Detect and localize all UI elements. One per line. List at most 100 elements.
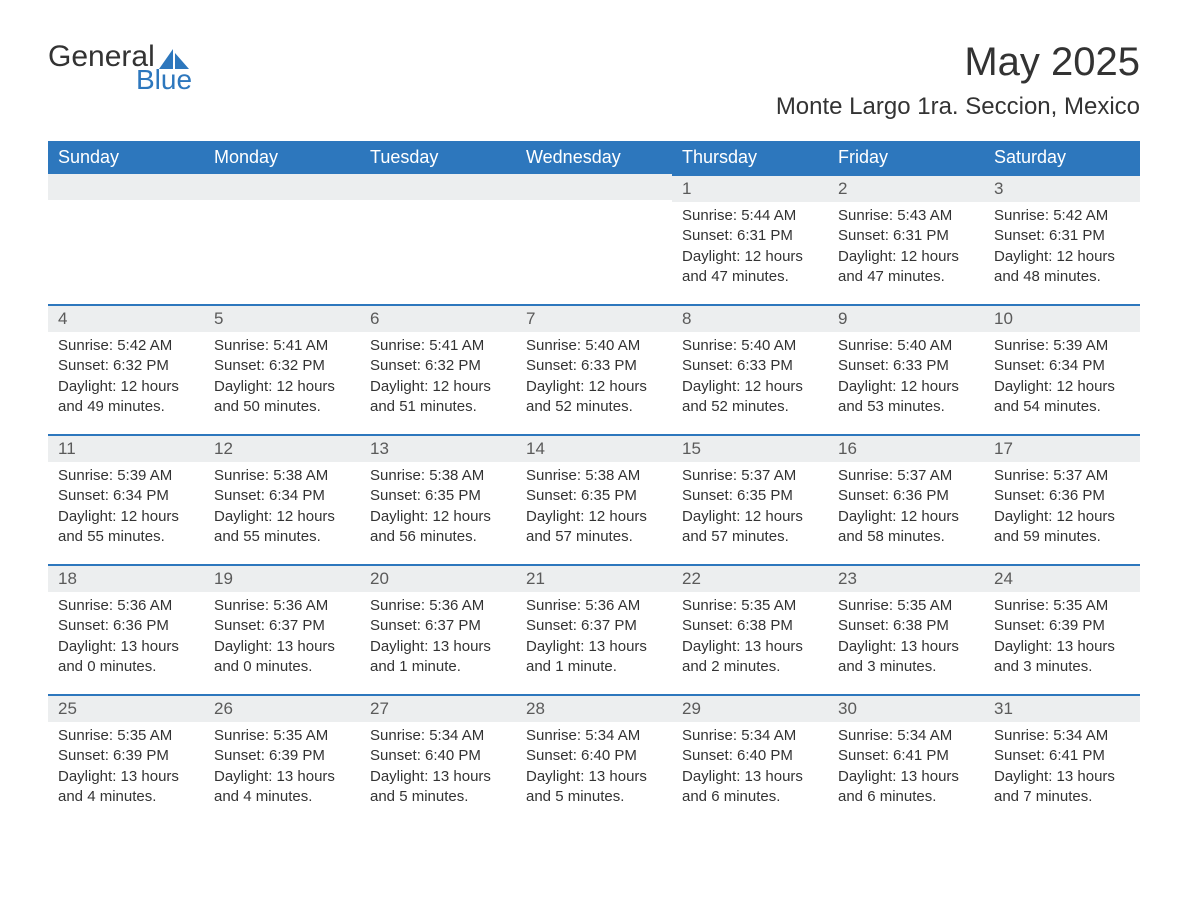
calendar-day-cell: 23Sunrise: 5:35 AMSunset: 6:38 PMDayligh… <box>828 564 984 694</box>
calendar-day-cell: 4Sunrise: 5:42 AMSunset: 6:32 PMDaylight… <box>48 304 204 434</box>
day-content: Sunrise: 5:34 AMSunset: 6:41 PMDaylight:… <box>828 722 984 815</box>
daylight-text-line2: and 0 minutes. <box>58 657 194 677</box>
sunset-text: Sunset: 6:40 PM <box>526 746 662 766</box>
daylight-text-line1: Daylight: 12 hours <box>682 377 818 397</box>
daylight-text-line1: Daylight: 12 hours <box>526 507 662 527</box>
day-number: 1 <box>672 174 828 202</box>
calendar-day-cell: 24Sunrise: 5:35 AMSunset: 6:39 PMDayligh… <box>984 564 1140 694</box>
daylight-text-line1: Daylight: 13 hours <box>58 767 194 787</box>
day-number: 23 <box>828 564 984 592</box>
weekday-header: Saturday <box>984 141 1140 174</box>
sunrise-text: Sunrise: 5:41 AM <box>214 336 350 356</box>
sunrise-text: Sunrise: 5:39 AM <box>994 336 1130 356</box>
daylight-text-line2: and 47 minutes. <box>838 267 974 287</box>
day-number: 28 <box>516 694 672 722</box>
sunrise-text: Sunrise: 5:40 AM <box>682 336 818 356</box>
day-content: Sunrise: 5:36 AMSunset: 6:37 PMDaylight:… <box>360 592 516 685</box>
daylight-text-line2: and 6 minutes. <box>838 787 974 807</box>
day-number: 16 <box>828 434 984 462</box>
daylight-text-line1: Daylight: 12 hours <box>994 247 1130 267</box>
sunrise-text: Sunrise: 5:37 AM <box>838 466 974 486</box>
sunset-text: Sunset: 6:31 PM <box>838 226 974 246</box>
daylight-text-line2: and 3 minutes. <box>994 657 1130 677</box>
location: Monte Largo 1ra. Seccion, Mexico <box>776 93 1140 121</box>
daylight-text-line1: Daylight: 13 hours <box>526 637 662 657</box>
daylight-text-line2: and 6 minutes. <box>682 787 818 807</box>
day-content: Sunrise: 5:43 AMSunset: 6:31 PMDaylight:… <box>828 202 984 295</box>
daylight-text-line1: Daylight: 12 hours <box>838 377 974 397</box>
calendar-day-cell: 2Sunrise: 5:43 AMSunset: 6:31 PMDaylight… <box>828 174 984 304</box>
day-content: Sunrise: 5:34 AMSunset: 6:40 PMDaylight:… <box>672 722 828 815</box>
day-number: 19 <box>204 564 360 592</box>
day-number: 20 <box>360 564 516 592</box>
sunrise-text: Sunrise: 5:35 AM <box>994 596 1130 616</box>
daylight-text-line2: and 48 minutes. <box>994 267 1130 287</box>
calendar-day-cell: 20Sunrise: 5:36 AMSunset: 6:37 PMDayligh… <box>360 564 516 694</box>
sunrise-text: Sunrise: 5:34 AM <box>370 726 506 746</box>
weekday-header: Wednesday <box>516 141 672 174</box>
header: General Blue May 2025 Monte Largo 1ra. S… <box>48 40 1140 121</box>
day-content: Sunrise: 5:38 AMSunset: 6:35 PMDaylight:… <box>360 462 516 555</box>
sunset-text: Sunset: 6:32 PM <box>370 356 506 376</box>
calendar-day-cell: 11Sunrise: 5:39 AMSunset: 6:34 PMDayligh… <box>48 434 204 564</box>
day-number: 4 <box>48 304 204 332</box>
daylight-text-line2: and 52 minutes. <box>682 397 818 417</box>
calendar-day-cell: 12Sunrise: 5:38 AMSunset: 6:34 PMDayligh… <box>204 434 360 564</box>
empty-day-strip <box>516 174 672 200</box>
sunrise-text: Sunrise: 5:36 AM <box>526 596 662 616</box>
calendar-week-row: 18Sunrise: 5:36 AMSunset: 6:36 PMDayligh… <box>48 564 1140 694</box>
calendar-day-cell: 18Sunrise: 5:36 AMSunset: 6:36 PMDayligh… <box>48 564 204 694</box>
calendar-table: Sunday Monday Tuesday Wednesday Thursday… <box>48 141 1140 824</box>
daylight-text-line2: and 4 minutes. <box>58 787 194 807</box>
day-content: Sunrise: 5:34 AMSunset: 6:40 PMDaylight:… <box>516 722 672 815</box>
day-content: Sunrise: 5:37 AMSunset: 6:36 PMDaylight:… <box>984 462 1140 555</box>
daylight-text-line2: and 52 minutes. <box>526 397 662 417</box>
day-number: 21 <box>516 564 672 592</box>
sunset-text: Sunset: 6:38 PM <box>838 616 974 636</box>
sunset-text: Sunset: 6:38 PM <box>682 616 818 636</box>
sunset-text: Sunset: 6:34 PM <box>58 486 194 506</box>
day-content: Sunrise: 5:42 AMSunset: 6:31 PMDaylight:… <box>984 202 1140 295</box>
empty-day-strip <box>360 174 516 200</box>
sunset-text: Sunset: 6:35 PM <box>526 486 662 506</box>
day-number: 27 <box>360 694 516 722</box>
day-content: Sunrise: 5:40 AMSunset: 6:33 PMDaylight:… <box>516 332 672 425</box>
sunset-text: Sunset: 6:40 PM <box>370 746 506 766</box>
sunrise-text: Sunrise: 5:36 AM <box>58 596 194 616</box>
day-content: Sunrise: 5:36 AMSunset: 6:36 PMDaylight:… <box>48 592 204 685</box>
calendar-day-cell: 15Sunrise: 5:37 AMSunset: 6:35 PMDayligh… <box>672 434 828 564</box>
sunrise-text: Sunrise: 5:36 AM <box>214 596 350 616</box>
daylight-text-line1: Daylight: 12 hours <box>214 377 350 397</box>
sunrise-text: Sunrise: 5:35 AM <box>682 596 818 616</box>
sunset-text: Sunset: 6:36 PM <box>994 486 1130 506</box>
daylight-text-line1: Daylight: 12 hours <box>682 247 818 267</box>
daylight-text-line2: and 57 minutes. <box>526 527 662 547</box>
sunrise-text: Sunrise: 5:34 AM <box>526 726 662 746</box>
day-number: 5 <box>204 304 360 332</box>
daylight-text-line2: and 58 minutes. <box>838 527 974 547</box>
sunrise-text: Sunrise: 5:40 AM <box>526 336 662 356</box>
daylight-text-line1: Daylight: 12 hours <box>682 507 818 527</box>
logo: General Blue <box>48 40 192 96</box>
day-content: Sunrise: 5:41 AMSunset: 6:32 PMDaylight:… <box>360 332 516 425</box>
calendar-day-cell: 28Sunrise: 5:34 AMSunset: 6:40 PMDayligh… <box>516 694 672 824</box>
daylight-text-line1: Daylight: 12 hours <box>526 377 662 397</box>
daylight-text-line2: and 5 minutes. <box>526 787 662 807</box>
daylight-text-line2: and 1 minute. <box>526 657 662 677</box>
day-number: 3 <box>984 174 1140 202</box>
empty-day-strip <box>48 174 204 200</box>
calendar-day-cell: 8Sunrise: 5:40 AMSunset: 6:33 PMDaylight… <box>672 304 828 434</box>
weekday-header-row: Sunday Monday Tuesday Wednesday Thursday… <box>48 141 1140 174</box>
daylight-text-line1: Daylight: 13 hours <box>682 637 818 657</box>
weekday-header: Tuesday <box>360 141 516 174</box>
calendar-day-cell: 3Sunrise: 5:42 AMSunset: 6:31 PMDaylight… <box>984 174 1140 304</box>
day-number: 22 <box>672 564 828 592</box>
daylight-text-line1: Daylight: 12 hours <box>58 507 194 527</box>
sunset-text: Sunset: 6:39 PM <box>58 746 194 766</box>
day-content: Sunrise: 5:36 AMSunset: 6:37 PMDaylight:… <box>516 592 672 685</box>
daylight-text-line2: and 54 minutes. <box>994 397 1130 417</box>
calendar-week-row: 11Sunrise: 5:39 AMSunset: 6:34 PMDayligh… <box>48 434 1140 564</box>
calendar-day-cell: 1Sunrise: 5:44 AMSunset: 6:31 PMDaylight… <box>672 174 828 304</box>
calendar-day-cell <box>516 174 672 304</box>
daylight-text-line2: and 47 minutes. <box>682 267 818 287</box>
